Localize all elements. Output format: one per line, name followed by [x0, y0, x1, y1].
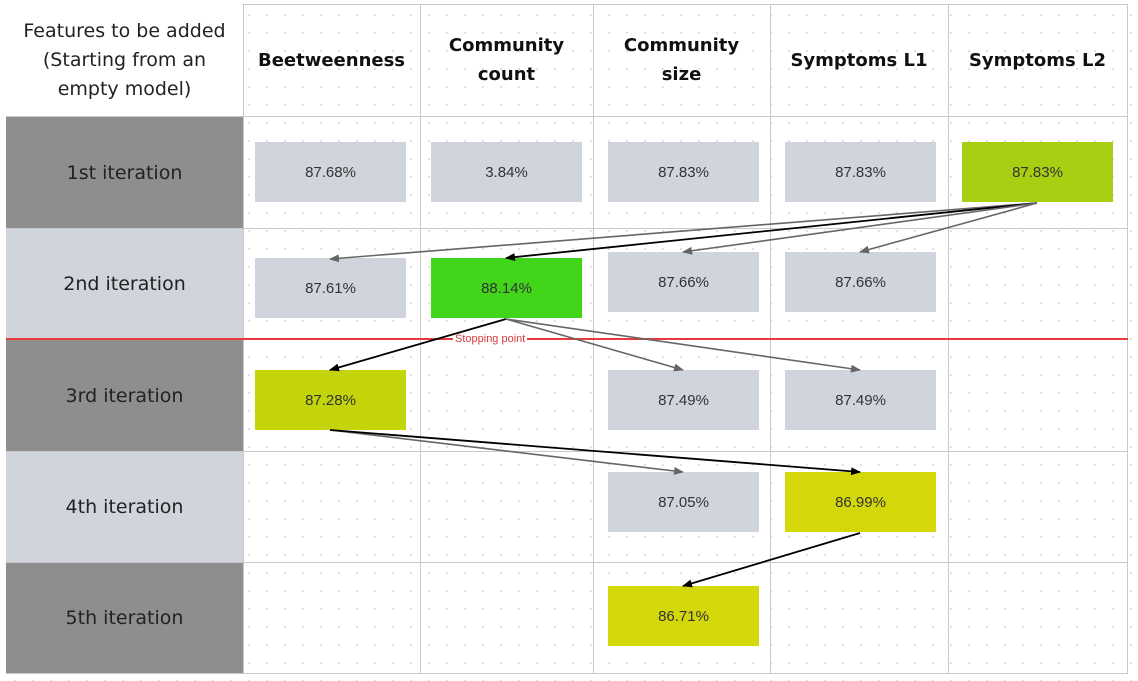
selected-score-cell: 87.28%: [255, 370, 406, 430]
grid-line: [6, 116, 1128, 117]
corner-header: Features to be added (Starting from an e…: [6, 4, 243, 116]
score-cell: 87.83%: [785, 142, 936, 202]
selected-score-cell: 86.71%: [608, 586, 759, 646]
selected-score-cell: 88.14%: [431, 258, 582, 318]
arrow-selected: [505, 202, 1038, 262]
column-header-community-count: Community count: [448, 35, 565, 85]
score-cell: 87.66%: [785, 252, 936, 312]
row-header-5th-iteration: 5th iteration: [6, 563, 243, 673]
grid-line: [6, 451, 1128, 452]
score-cell: 87.83%: [608, 142, 759, 202]
grid-line: [6, 228, 1128, 229]
arrow-candidate: [859, 202, 1038, 254]
selected-score-cell: 87.83%: [962, 142, 1113, 202]
grid-line: [6, 562, 1128, 563]
score-cell: 87.68%: [255, 142, 406, 202]
grid-line: [6, 673, 1128, 674]
row-header-2nd-iteration: 2nd iteration: [6, 229, 243, 339]
row-header-3rd-iteration: 3rd iteration: [6, 340, 243, 451]
column-header-community-size: Community size: [623, 35, 740, 85]
arrow-selected: [329, 429, 861, 476]
score-cell: 87.66%: [608, 252, 759, 312]
arrow-selected: [682, 532, 861, 588]
arrow-candidate: [329, 429, 684, 475]
row-header-1st-iteration: 1st iteration: [6, 117, 243, 228]
column-header-symptoms-l1: Symptoms L1: [790, 49, 928, 71]
arrow-candidate: [505, 318, 861, 373]
grid-line: [6, 4, 1128, 5]
score-cell: 3.84%: [431, 142, 582, 202]
selected-score-cell: 86.99%: [785, 472, 936, 532]
stopping-point-label: Stopping point: [453, 332, 528, 346]
row-header-4th-iteration: 4th iteration: [6, 452, 243, 562]
score-cell: 87.61%: [255, 258, 406, 318]
score-cell: 87.49%: [608, 370, 759, 430]
column-header-beetweenness: Beetweenness: [257, 49, 406, 71]
arrow-selected: [329, 318, 507, 372]
arrow-candidate: [682, 202, 1038, 255]
score-cell: 87.05%: [608, 472, 759, 532]
score-cell: 87.49%: [785, 370, 936, 430]
arrow-candidate: [329, 202, 1038, 263]
stopping-point-line: [6, 338, 1128, 340]
arrow-candidate: [505, 318, 684, 372]
column-header-symptoms-l2: Symptoms L2: [968, 49, 1107, 71]
